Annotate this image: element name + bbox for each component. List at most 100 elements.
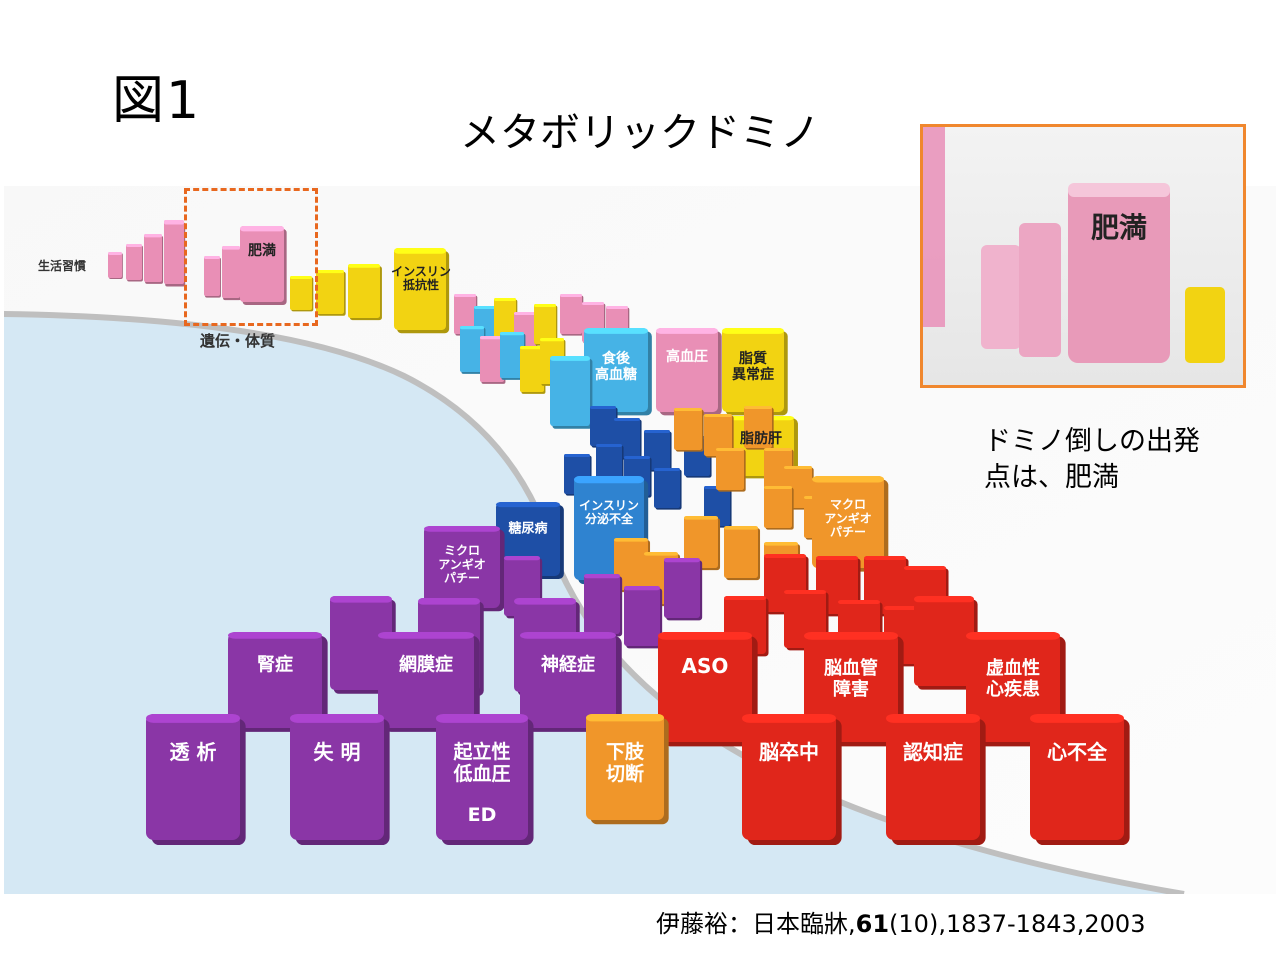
small-domino <box>500 332 526 380</box>
insulin-secretion-label-line-2: 分泌不全 <box>585 511 634 526</box>
obesity-domino <box>240 226 287 306</box>
microangiopathy-label-line-3: パチー <box>444 571 480 585</box>
insulin-resistance-label-line-2: 抵抗性 <box>403 277 439 292</box>
retinopathy-label: 網膜症 <box>399 653 453 675</box>
small-domino <box>560 294 584 336</box>
orange-domino <box>704 414 734 458</box>
small-domino <box>520 346 546 394</box>
small-domino <box>460 326 486 374</box>
macroangiopathy-label-line-1: マクロ <box>830 498 866 512</box>
dyslipidemia-label-line-2: 異常症 <box>732 366 774 383</box>
hypertension-label: 高血圧 <box>666 348 708 365</box>
diabetes-label: 糖尿病 <box>508 521 547 537</box>
dementia-domino <box>886 714 986 846</box>
navy-domino <box>654 468 682 510</box>
orange-domino <box>614 538 651 593</box>
blindness-label: 失 明 <box>314 740 361 764</box>
microangiopathy-label-line-2: アンギオ <box>438 556 486 571</box>
ischemic-label-line-1: 虚血性 <box>986 657 1040 679</box>
aso-label: ASO <box>682 654 729 678</box>
dyslipidemia-label-line-1: 脂質 <box>738 350 767 367</box>
macroangiopathy-label-line-3: パチー <box>830 525 866 539</box>
navy-domino <box>596 444 624 486</box>
cerebrovascular-label-line-2: 障害 <box>833 678 869 700</box>
orange-domino <box>674 408 704 452</box>
dyslipidemia-domino <box>722 328 788 416</box>
purple-domino <box>624 586 663 649</box>
citation-prefix: 伊藤裕：日本臨牀, <box>656 910 856 938</box>
red-domino <box>914 596 978 690</box>
amputation-label-line-1: 下肢 <box>606 740 645 763</box>
nephropathy-domino <box>228 632 328 732</box>
citation-rest: (10),1837-1843,2003 <box>889 910 1146 938</box>
small-domino <box>454 294 478 336</box>
aso-domino <box>658 632 758 747</box>
postprandial-domino <box>584 328 652 416</box>
obesity-domino <box>204 256 221 298</box>
caption-line-2: 点は、肥満 <box>984 462 1119 493</box>
ischemic-label-line-2: 心疾患 <box>986 678 1040 700</box>
dementia-label: 認知症 <box>903 740 963 764</box>
insulin-resistance-label-line-1: インスリン <box>391 264 451 278</box>
pink-domino <box>144 234 164 284</box>
navy-domino <box>590 406 618 448</box>
amputation-domino <box>586 714 669 825</box>
orthostatic-label-line-2: 低血圧 <box>452 762 510 785</box>
orange-domino <box>684 516 721 571</box>
macroangiopathy-label-line-2: アンギオ <box>824 510 872 525</box>
zoom-obesity-label: 肥満 <box>1091 211 1147 244</box>
caption-line-1: ドミノ倒しの出発 <box>984 426 1200 457</box>
purple-domino <box>664 558 703 621</box>
macroangiopathy-domino <box>812 476 889 572</box>
orange-domino <box>744 406 774 450</box>
neuropathy-domino <box>520 632 622 732</box>
small-domino <box>534 304 558 346</box>
postprandial-label-line-2: 高血糖 <box>595 366 637 383</box>
heart-failure-domino <box>1030 714 1130 846</box>
insulin-resistance-domino <box>394 248 450 334</box>
citation: 伊藤裕：日本臨牀,61(10),1837-1843,2003 <box>656 904 1145 939</box>
cerebrovascular-label-line-1: 脳血管 <box>824 657 878 679</box>
ed-label: ED <box>468 804 497 826</box>
purple-domino <box>584 574 623 637</box>
stroke-domino <box>742 714 842 846</box>
yellow-domino <box>290 276 314 312</box>
orthostatic-domino <box>436 714 534 846</box>
stroke-label: 脳卒中 <box>758 740 819 764</box>
orthostatic-label-line-1: 起立性 <box>452 740 510 763</box>
orange-domino <box>724 526 761 581</box>
diagram-title: メタボリックドミノ <box>460 110 820 156</box>
insulin-secretion-label-line-1: インスリン <box>579 498 639 512</box>
hypertension-domino <box>656 328 722 416</box>
microangiopathy-domino <box>424 526 505 612</box>
pink-domino <box>164 220 186 287</box>
orange-domino <box>764 486 794 530</box>
dialysis-label: 透 析 <box>170 740 217 764</box>
blindness-domino <box>290 714 390 846</box>
dialysis-domino <box>146 714 246 846</box>
lifestyle-label: 生活習慣 <box>38 258 86 273</box>
citation-volume: 61 <box>855 910 890 938</box>
fatty-liver-label: 脂肪肝 <box>739 430 782 447</box>
genetics-label: 遺伝・体質 <box>199 332 275 350</box>
highlight-box <box>184 188 318 326</box>
small-domino <box>480 336 506 384</box>
nephropathy-label: 腎症 <box>257 653 293 675</box>
small-domino <box>494 298 518 340</box>
yellow-domino <box>316 270 346 316</box>
caption: ドミノ倒しの出発 点は、肥満 <box>984 424 1200 496</box>
retinopathy-domino <box>378 632 480 732</box>
obesity-domino <box>222 246 242 301</box>
obesity-label: 肥満 <box>248 242 276 259</box>
orange-domino <box>716 448 746 492</box>
pink-domino <box>108 252 123 280</box>
neuropathy-label: 神経症 <box>541 653 595 675</box>
figure-label: 図1 <box>112 71 202 131</box>
microangiopathy-label-line-1: ミクロ <box>444 544 480 558</box>
small-domino <box>550 356 593 429</box>
postprandial-label-line-1: 食後 <box>602 350 631 367</box>
yellow-domino <box>348 264 382 321</box>
amputation-label-line-2: 切断 <box>606 762 644 785</box>
heart-failure-label: 心不全 <box>1047 740 1108 764</box>
pink-domino <box>126 244 143 282</box>
